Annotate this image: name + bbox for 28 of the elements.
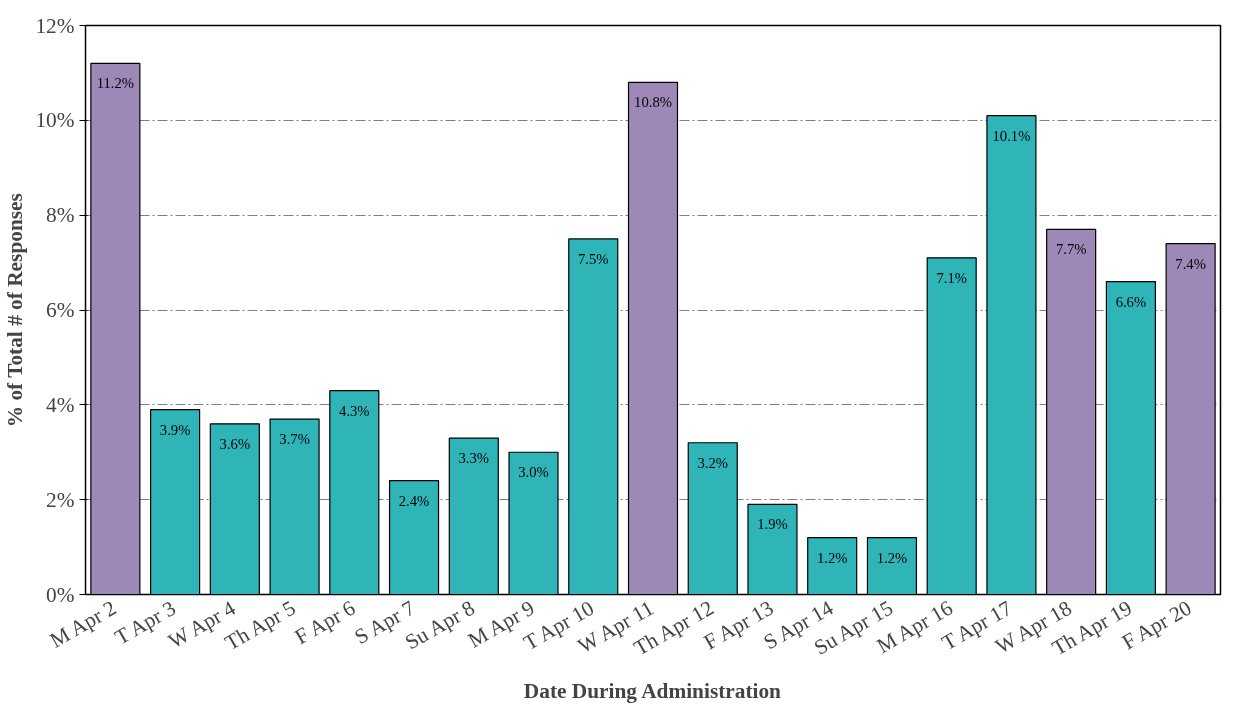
data-label: 3.3% (458, 450, 490, 467)
data-label: 4.3% (339, 402, 370, 419)
y-tick-label: 6% (46, 298, 75, 322)
data-label: 7.5% (578, 250, 609, 267)
data-label: 2.4% (398, 492, 430, 509)
data-label: 3.6% (219, 435, 251, 452)
y-tick-label: 4% (46, 392, 75, 417)
y-tick-label: 12% (35, 13, 75, 38)
data-label: 7.4% (1175, 255, 1206, 272)
y-tick-label: 0% (46, 582, 75, 607)
data-label: 1.2% (876, 549, 908, 566)
data-label: 1.9% (757, 516, 788, 533)
y-tick-label: 8% (46, 203, 75, 228)
data-label: 3.9% (159, 421, 191, 438)
data-label: 10.1% (992, 127, 1031, 144)
y-axis-title: % of Total # of Responses (3, 193, 28, 428)
data-label: 3.7% (279, 431, 310, 448)
x-axis-title: Date During Administration (523, 678, 782, 703)
y-tick-label: 10% (35, 108, 75, 133)
data-label: 7.7% (1055, 241, 1087, 258)
data-label: 3.0% (518, 464, 549, 481)
data-label: 7.1% (936, 269, 967, 286)
data-label: 6.6% (1115, 293, 1147, 310)
data-label: 10.8% (634, 94, 672, 111)
data-label: 1.2% (816, 549, 848, 566)
data-label: 3.2% (697, 454, 728, 471)
data-label: 11.2% (96, 75, 135, 92)
y-tick-label: 2% (46, 487, 75, 512)
